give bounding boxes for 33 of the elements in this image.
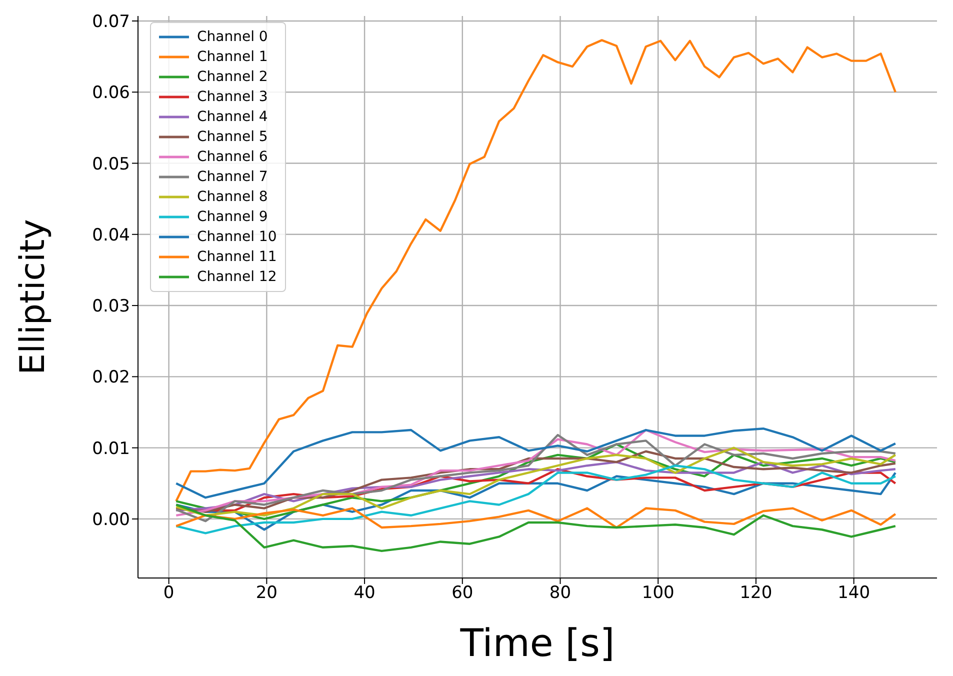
x-axis-title: Time [s] [459,621,615,665]
y-tick-label: 0.01 [92,438,130,459]
legend-label: Channel 6 [197,148,268,167]
line-series [175,507,897,529]
x-tick-label: 80 [549,583,572,604]
y-tick-label: 0.03 [92,296,130,317]
legend-label: Channel 1 [197,48,268,67]
legend-label: Channel 4 [197,108,268,127]
legend-label: Channel 11 [197,248,277,267]
y-tick-label: 0.07 [92,12,130,32]
legend-label: Channel 5 [197,128,268,147]
y-tick-label: 0.02 [92,368,130,388]
legend-label: Channel 0 [197,28,268,47]
x-tick-label: 140 [838,583,870,604]
x-tick-label: 0 [163,583,174,604]
legend-label: Channel 3 [197,88,268,107]
legend-label: Channel 12 [197,268,277,287]
x-tick-label: 60 [452,583,474,604]
x-tick-label: 40 [354,583,376,604]
legend-label: Channel 9 [197,208,268,227]
y-tick-label: 0.00 [92,510,130,530]
y-tick-label: 0.04 [92,225,130,246]
legend-label: Channel 8 [197,188,268,207]
y-axis-title: Ellipticity [13,219,54,375]
x-tick-label: 20 [256,583,278,604]
y-tick-label: 0.06 [92,83,130,104]
x-tick-label: 120 [740,583,772,604]
line-series [175,428,897,499]
y-tick-label: 0.05 [92,154,130,174]
x-tick-label: 100 [642,583,674,604]
legend-label: Channel 2 [197,68,268,87]
legend-label: Channel 10 [197,228,277,247]
legend-label: Channel 7 [197,168,268,187]
